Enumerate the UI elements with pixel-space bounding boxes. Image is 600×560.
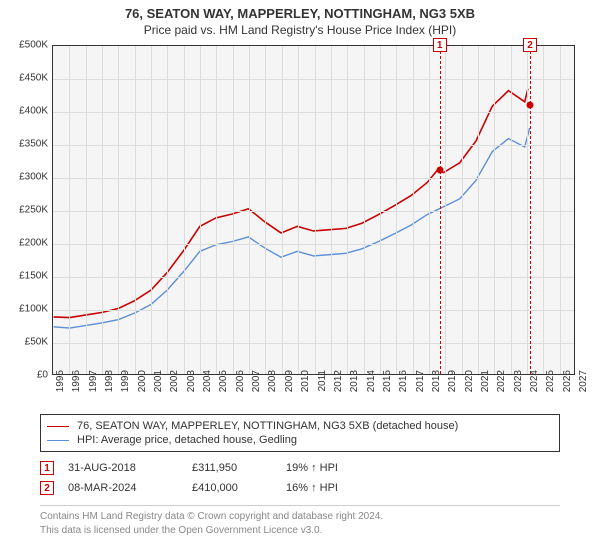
x-tick-label: 2013	[349, 370, 360, 410]
x-tick-label: 2022	[496, 370, 507, 410]
x-tick-label: 2008	[267, 370, 278, 410]
x-tick-label: 2011	[317, 370, 328, 410]
x-tick-label: 2007	[251, 370, 262, 410]
legend-label: HPI: Average price, detached house, Gedl…	[77, 434, 297, 446]
y-tick-label: £300K	[19, 172, 48, 183]
y-tick-label: £400K	[19, 106, 48, 117]
x-tick-label: 2018	[431, 370, 442, 410]
x-tick-label: 2017	[415, 370, 426, 410]
x-tick-label: 2000	[137, 370, 148, 410]
legend-item-price-paid: 76, SEATON WAY, MAPPERLEY, NOTTINGHAM, N…	[47, 419, 553, 433]
sale-marker-icon: 1	[40, 461, 54, 475]
y-tick-label: £500K	[19, 40, 48, 51]
y-tick-label: £450K	[19, 73, 48, 84]
plot-area: 12	[52, 45, 575, 375]
y-tick-label: £200K	[19, 238, 48, 249]
x-tick-label: 2026	[562, 370, 573, 410]
x-tick-label: 2016	[398, 370, 409, 410]
x-tick-label: 2003	[186, 370, 197, 410]
sale-marker-dot	[436, 167, 443, 174]
sale-marker-line	[530, 46, 531, 374]
x-tick-label: 2015	[382, 370, 393, 410]
sale-marker-dot	[527, 102, 534, 109]
x-tick-label: 2005	[218, 370, 229, 410]
x-tick-label: 1995	[55, 370, 66, 410]
y-tick-label: £250K	[19, 205, 48, 216]
y-tick-label: £350K	[19, 139, 48, 150]
sale-marker-box: 2	[523, 38, 537, 52]
x-tick-label: 2004	[202, 370, 213, 410]
y-tick-label: £100K	[19, 304, 48, 315]
sale-date: 08-MAR-2024	[68, 482, 178, 494]
x-tick-label: 2010	[300, 370, 311, 410]
x-tick-label: 2020	[464, 370, 475, 410]
title-block: 76, SEATON WAY, MAPPERLEY, NOTTINGHAM, N…	[0, 0, 600, 39]
x-tick-label: 2025	[545, 370, 556, 410]
x-tick-label: 2009	[284, 370, 295, 410]
y-tick-label: £0	[37, 370, 48, 381]
x-tick-label: 2002	[169, 370, 180, 410]
x-tick-label: 2019	[447, 370, 458, 410]
x-tick-label: 2027	[578, 370, 589, 410]
y-tick-label: £150K	[19, 271, 48, 282]
sale-row: 1 31-AUG-2018 £311,950 19% ↑ HPI	[40, 458, 560, 478]
sale-date: 31-AUG-2018	[68, 462, 178, 474]
sales-table: 1 31-AUG-2018 £311,950 19% ↑ HPI 2 08-MA…	[40, 458, 560, 498]
x-tick-label: 1998	[104, 370, 115, 410]
chart-title: 76, SEATON WAY, MAPPERLEY, NOTTINGHAM, N…	[0, 6, 600, 21]
x-tick-label: 2023	[513, 370, 524, 410]
footer-line: This data is licensed under the Open Gov…	[40, 524, 560, 538]
sale-marker-icon: 2	[40, 481, 54, 495]
x-tick-label: 2021	[480, 370, 491, 410]
chart-container: 76, SEATON WAY, MAPPERLEY, NOTTINGHAM, N…	[0, 0, 600, 560]
footer: Contains HM Land Registry data © Crown c…	[40, 505, 560, 537]
x-tick-label: 1997	[88, 370, 99, 410]
x-tick-label: 2006	[235, 370, 246, 410]
sale-price: £410,000	[192, 482, 272, 494]
legend-swatch	[47, 426, 69, 427]
x-tick-label: 1996	[71, 370, 82, 410]
sale-pct: 19% ↑ HPI	[286, 462, 376, 474]
sale-price: £311,950	[192, 462, 272, 474]
footer-line: Contains HM Land Registry data © Crown c…	[40, 510, 560, 524]
legend-item-hpi: HPI: Average price, detached house, Gedl…	[47, 433, 553, 447]
sale-row: 2 08-MAR-2024 £410,000 16% ↑ HPI	[40, 478, 560, 498]
legend-swatch	[47, 440, 69, 441]
sale-pct: 16% ↑ HPI	[286, 482, 376, 494]
legend: 76, SEATON WAY, MAPPERLEY, NOTTINGHAM, N…	[40, 414, 560, 452]
legend-label: 76, SEATON WAY, MAPPERLEY, NOTTINGHAM, N…	[77, 420, 458, 432]
x-tick-label: 2014	[366, 370, 377, 410]
x-tick-label: 2012	[333, 370, 344, 410]
x-tick-label: 2024	[529, 370, 540, 410]
y-tick-label: £50K	[25, 337, 48, 348]
x-tick-label: 1999	[120, 370, 131, 410]
series-price_paid	[54, 89, 528, 318]
sale-marker-box: 1	[433, 38, 447, 52]
sale-marker-line	[440, 46, 441, 374]
x-tick-label: 2001	[153, 370, 164, 410]
series-svg	[53, 46, 574, 374]
chart-subtitle: Price paid vs. HM Land Registry's House …	[0, 23, 600, 37]
